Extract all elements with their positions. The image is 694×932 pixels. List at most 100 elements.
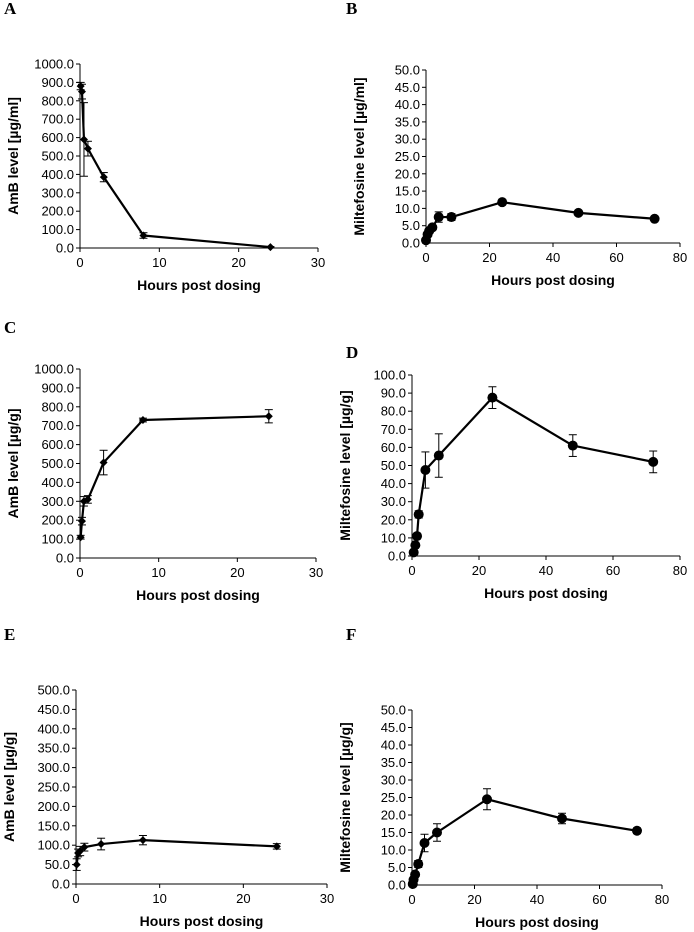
panel-d-data-point (487, 392, 498, 403)
panel-d-y-tick-label: 100.0 (373, 368, 406, 383)
panel-a-y-tick-label: 100.0 (41, 222, 74, 237)
panel-a-y-tick-label: 400.0 (41, 167, 74, 182)
panel-b-y-tick-label: 30.0 (395, 132, 420, 147)
panel-a-series-line (79, 85, 271, 249)
panel-d-y-tick-label: 60.0 (381, 440, 406, 455)
panel-e-data-point (97, 840, 106, 849)
panel-c-data-point (138, 416, 147, 425)
panel-e-y-tick-label: 500.0 (37, 683, 70, 698)
panel-c-data-point (83, 495, 92, 504)
panel-d-series-line (412, 396, 654, 553)
panel-b-y-tick-label: 45.0 (395, 80, 420, 95)
panel-d-x-tick-label: 40 (539, 563, 553, 578)
panel-a-y-tick-label: 0.0 (56, 241, 74, 256)
panel-d-y-tick-label: 20.0 (381, 512, 406, 527)
panel-f-y-tick-label: 35.0 (381, 755, 406, 770)
panel-e-y-tick-label: 300.0 (37, 760, 70, 775)
panel-a-data-point (77, 87, 86, 96)
panel-f-y-axis-title: Miltefosine level [µg/g] (337, 722, 353, 872)
panel-c-y-tick-label: 300.0 (41, 494, 74, 509)
panel-f-series (407, 788, 642, 889)
panel-d-data-point (433, 450, 444, 461)
panel-a-data-point (139, 231, 148, 240)
panel-f-y-tick-label: 0.0 (388, 878, 406, 893)
panel-c-y-axis-title: AmB level [µg/g] (5, 409, 21, 519)
panel-e-y-tick-label: 100.0 (37, 838, 70, 853)
panel-f-x-tick-label: 0 (408, 892, 415, 907)
panel-f-data-point (482, 794, 492, 805)
panel-e-data-point (76, 847, 85, 856)
panel-a-y-tick-label: 300.0 (41, 185, 74, 200)
panel-c-x-tick-label: 30 (309, 565, 323, 580)
panel-d-x-tick-label: 60 (606, 563, 620, 578)
panel-f-x-axis-title: Hours post dosing (475, 914, 599, 930)
panel-e-y-tick-label: 400.0 (37, 721, 70, 736)
panel-e-y-tick-label: 50.0 (45, 857, 70, 872)
panel-c-y-tick-label: 400.0 (41, 475, 74, 490)
panel-f-y-tick-label: 50.0 (381, 703, 406, 718)
panel-b-y-tick-label: 40.0 (395, 97, 420, 112)
panel-e-y-tick-label: 450.0 (37, 702, 70, 717)
panel-d-series (408, 386, 659, 558)
panel-c: C 0.0 100.0 200.0 300.0 400.0 500.0 600.0 700.0 8… (4, 318, 323, 603)
panel-e-y-tick-label: 250.0 (37, 780, 70, 795)
panel-c-x-tick-label: 10 (151, 565, 165, 580)
panel-e-letter: E (4, 625, 15, 644)
panel-f-x-tick-label: 40 (530, 892, 544, 907)
panel-e-y-tick-label: 200.0 (37, 799, 70, 814)
panel-b-y-tick-label: 0.0 (402, 236, 420, 251)
panel-a-letter: A (4, 0, 17, 18)
panel-f-y-tick-label: 20.0 (381, 808, 406, 823)
panel-a-y-tick-label: 800.0 (41, 93, 74, 108)
panel-b-y-tick-label: 25.0 (395, 149, 420, 164)
panel-b-y-tick-label: 15.0 (395, 184, 420, 199)
panel-c-series-line (79, 415, 269, 538)
panel-c-y-tick-label: 700.0 (41, 418, 74, 433)
panel-a-y-tick-label: 500.0 (41, 149, 74, 164)
panel-d-y-tick-label: 0.0 (388, 549, 406, 564)
panel-c-x-tick-label: 0 (76, 565, 83, 580)
panel-d: D 0.0 10.0 20.0 30.0 40.0 50.0 60.0 70.0 80.0 90.0… (337, 343, 687, 601)
panel-b-x-axis-title: Hours post dosing (491, 272, 615, 288)
panel-d-data-point (413, 509, 424, 520)
panel-a-data-point (79, 135, 88, 144)
panel-b-y-tick-label: 10.0 (395, 201, 420, 216)
panel-a-y-tick-label: 200.0 (41, 204, 74, 219)
panel-b-y-tick-label: 20.0 (395, 166, 420, 181)
panel-f-y-tick-label: 5.0 (388, 860, 406, 875)
panel-f-y-tick-label: 30.0 (381, 773, 406, 788)
panel-d-data-point (420, 465, 431, 476)
panel-f-y-tick-label: 40.0 (381, 738, 406, 753)
panel-c-data-point (264, 412, 273, 421)
panel-f-letter: F (346, 625, 356, 644)
panel-a-x-tick-label: 20 (231, 255, 245, 270)
panel-d-letter: D (346, 343, 358, 362)
panel-b-x-tick-label: 80 (673, 250, 687, 265)
panel-b-series-line (424, 201, 655, 241)
panel-b-x-tick-label: 60 (609, 250, 623, 265)
panel-a-x-tick-label: 30 (311, 255, 325, 270)
panel-d-x-tick-label: 0 (408, 563, 415, 578)
panel-e-data-point (80, 843, 89, 852)
panel-c-letter: C (4, 318, 16, 337)
panel-d-y-tick-label: 90.0 (381, 386, 406, 401)
panel-a-data-point (266, 243, 275, 252)
panel-c-y-tick-label: 200.0 (41, 513, 74, 528)
panel-f-data-point (432, 827, 442, 838)
panel-c-y-tick-label: 100.0 (41, 532, 74, 547)
panel-a-series (76, 81, 275, 252)
panel-d-data-point (410, 540, 421, 551)
panel-c-y-tick-label: 0.0 (56, 551, 74, 566)
panel-e-x-tick-label: 30 (320, 891, 334, 906)
panel-b-data-point (497, 197, 508, 208)
panel-e: E 0.0 50.0 100.0 150.0 200.0 250.0 300.0 350.0 40… (1, 625, 334, 929)
panel-d-data-point (412, 531, 423, 542)
panel-d-y-tick-label: 50.0 (381, 458, 406, 473)
panel-f-data-point (410, 869, 421, 880)
panel-a-y-tick-label: 1000.0 (34, 57, 74, 72)
panel-d-y-tick-label: 10.0 (381, 530, 406, 545)
panel-d-y-tick-label: 80.0 (381, 404, 406, 419)
panel-f-y-tick-label: 10.0 (381, 843, 406, 858)
panel-e-x-tick-label: 10 (152, 891, 166, 906)
panel-f: F 0.0 5.0 10.0 15.0 20.0 25.0 30.0 35.0 40.0 45.0 5… (337, 625, 669, 930)
